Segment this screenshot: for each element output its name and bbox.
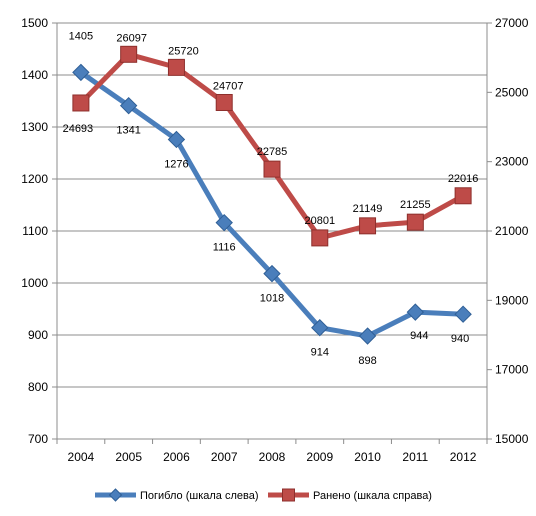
data-labels: 1405 1341 1276 1116 1018 914 898 944 940 24693 260…: [63, 30, 479, 367]
data-label-injured: 21255: [400, 199, 431, 211]
y-right-tick-label: 21000: [495, 224, 529, 238]
data-point-diamond: [263, 264, 281, 283]
data-point-square: [263, 160, 281, 178]
gridlines: [57, 22, 487, 388]
data-point-diamond: [72, 63, 90, 82]
x-tick-label: 2005: [115, 450, 142, 464]
data-point-diamond: [167, 130, 186, 149]
y-left-tick-label: 1300: [21, 120, 48, 134]
x-tick-label: 2004: [68, 450, 95, 464]
data-label-injured: 22016: [448, 173, 479, 185]
data-point-square: [359, 217, 377, 235]
data-label-injured: 26097: [116, 32, 147, 44]
x-tick-label: 2006: [163, 450, 190, 464]
y-left-tick-label: 1200: [21, 172, 48, 186]
data-point-diamond: [358, 327, 377, 345]
data-label-injured: 24707: [213, 80, 244, 92]
y-left-tick-label: 1000: [21, 276, 48, 290]
x-tick-label: 2010: [354, 450, 381, 464]
x-tick-label: 2011: [402, 450, 428, 464]
data-label-killed: 1116: [213, 242, 236, 254]
data-label-killed: 1341: [116, 125, 140, 137]
data-label-killed: 940: [451, 333, 469, 345]
y-right-tick-label: 23000: [495, 155, 529, 169]
legend-label: Погибло (шкала слева): [140, 490, 259, 502]
data-point-square: [311, 229, 329, 247]
data-label-injured: 21149: [353, 203, 383, 215]
data-point-diamond: [108, 488, 123, 502]
data-label-killed: 914: [311, 347, 329, 359]
y-left-tick-label: 700: [28, 432, 48, 446]
y-right-tick-label: 19000: [495, 293, 529, 307]
x-tick-label: 2007: [211, 450, 238, 464]
data-label-injured: 25720: [168, 45, 199, 57]
data-label-injured: 24693: [63, 123, 94, 135]
data-point-diamond: [454, 305, 472, 323]
data-point-square: [282, 488, 295, 502]
axes: 700 800 900 1000 1100 1200 1300 1400 1500 15000 17…: [21, 16, 528, 464]
y-left-tick-label: 900: [28, 328, 48, 342]
y-right-tick-label: 17000: [495, 363, 529, 377]
data-point-square: [167, 58, 185, 76]
data-point-square: [72, 94, 90, 112]
y-right-tick-label: 25000: [495, 85, 529, 99]
x-tick-label: 2009: [306, 450, 333, 464]
data-label-killed: 944: [410, 330, 428, 342]
data-point-square: [215, 93, 233, 111]
data-point-square: [406, 213, 424, 231]
y-right-tick-label: 15000: [495, 432, 529, 446]
y-left-tick-label: 1500: [21, 16, 48, 30]
x-tick-label: 2008: [259, 450, 286, 464]
data-point-diamond: [119, 96, 138, 115]
data-label-killed: 1276: [164, 158, 188, 170]
data-label-killed: 1018: [260, 293, 284, 305]
data-point-square: [120, 45, 138, 63]
y-right-tick-label: 27000: [495, 16, 529, 30]
x-tick-label: 2012: [450, 450, 477, 464]
legend-label: Ранено (шкала справа): [313, 490, 432, 502]
data-point-diamond: [406, 303, 425, 321]
data-label-killed: 1405: [69, 30, 93, 42]
legend: Погибло (шкала слева) Ранено (шкала справ…: [95, 488, 432, 502]
data-label-injured: 22785: [257, 146, 288, 158]
y-left-tick-label: 1100: [22, 224, 48, 238]
y-left-tick-label: 800: [28, 380, 48, 394]
y-left-tick-label: 1400: [21, 68, 48, 82]
data-point-diamond: [311, 319, 329, 337]
data-label-injured: 20801: [304, 215, 335, 227]
series-markers: [72, 45, 472, 345]
data-point-square: [454, 187, 472, 205]
data-label-killed: 898: [358, 355, 376, 367]
data-point-diamond: [215, 213, 233, 232]
